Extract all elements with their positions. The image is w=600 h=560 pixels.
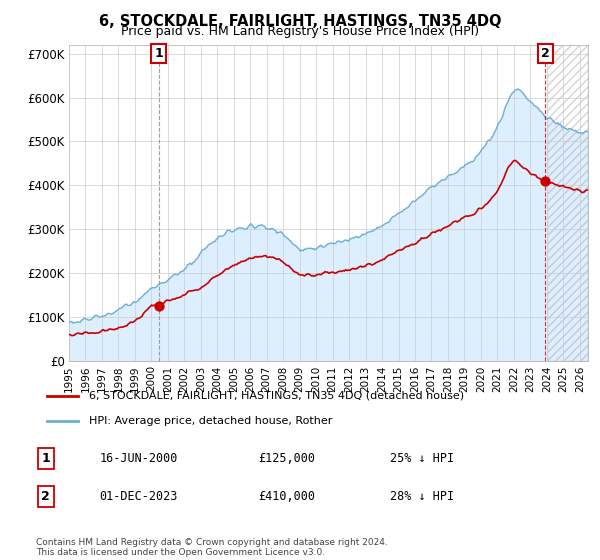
Text: 25% ↓ HPI: 25% ↓ HPI: [390, 452, 454, 465]
Text: 1: 1: [155, 47, 163, 60]
Text: 6, STOCKDALE, FAIRLIGHT, HASTINGS, TN35 4DQ: 6, STOCKDALE, FAIRLIGHT, HASTINGS, TN35 …: [99, 14, 501, 29]
Text: 16-JUN-2000: 16-JUN-2000: [100, 452, 178, 465]
Text: 2: 2: [541, 47, 550, 60]
Text: HPI: Average price, detached house, Rother: HPI: Average price, detached house, Roth…: [89, 416, 332, 426]
Text: £410,000: £410,000: [258, 490, 315, 503]
Point: [541, 176, 550, 185]
Text: Contains HM Land Registry data © Crown copyright and database right 2024.
This d: Contains HM Land Registry data © Crown c…: [36, 538, 388, 557]
Point: [154, 302, 164, 311]
Text: 6, STOCKDALE, FAIRLIGHT, HASTINGS, TN35 4DQ (detached house): 6, STOCKDALE, FAIRLIGHT, HASTINGS, TN35 …: [89, 391, 464, 401]
Text: 1: 1: [41, 452, 50, 465]
Text: 28% ↓ HPI: 28% ↓ HPI: [390, 490, 454, 503]
Text: Price paid vs. HM Land Registry's House Price Index (HPI): Price paid vs. HM Land Registry's House …: [121, 25, 479, 38]
Text: 01-DEC-2023: 01-DEC-2023: [100, 490, 178, 503]
Text: 2: 2: [41, 490, 50, 503]
Text: £125,000: £125,000: [258, 452, 315, 465]
